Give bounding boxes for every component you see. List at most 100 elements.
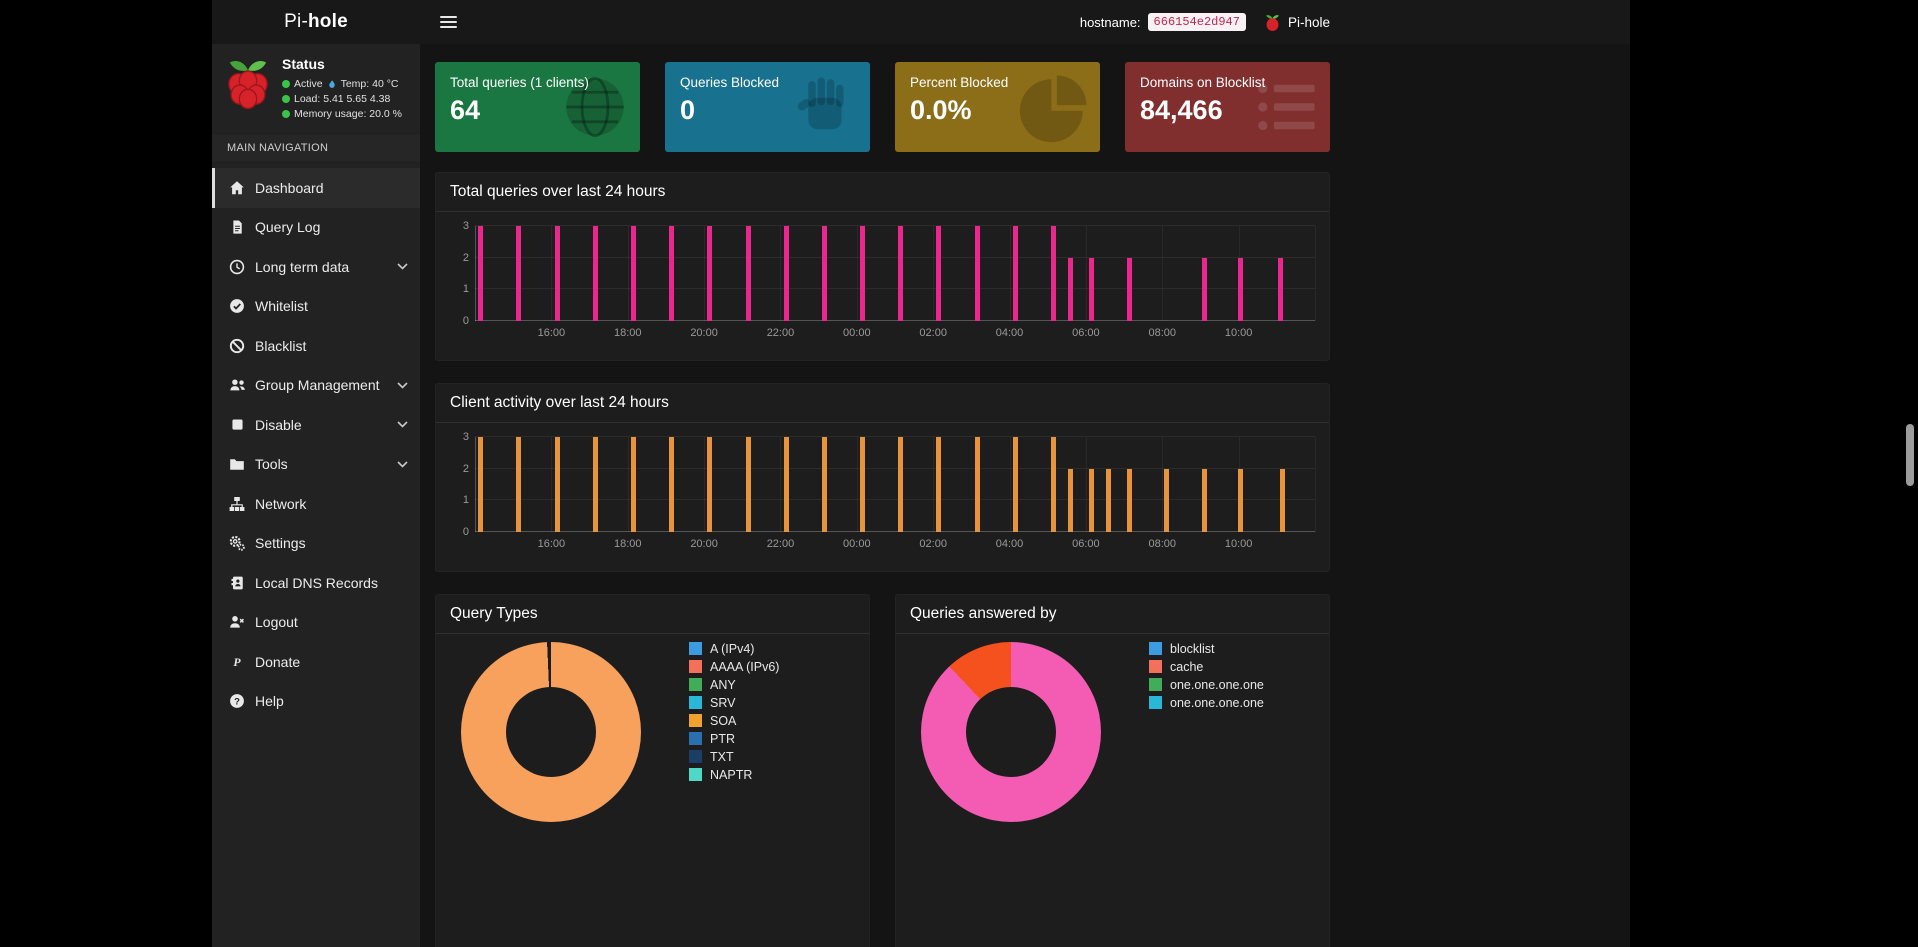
query-bar[interactable]	[516, 226, 522, 321]
query-bar[interactable]	[1089, 468, 1095, 532]
query-bar[interactable]	[630, 437, 636, 532]
legend-item[interactable]: cache	[1149, 660, 1264, 674]
status-info: Status Active Temp: 40 °C Load: 5.41 5.6…	[282, 56, 402, 123]
v-gridline	[1162, 226, 1164, 321]
sidebar-item-disable[interactable]: Disable	[212, 405, 420, 445]
sidebar-item-group-management[interactable]: Group Management	[212, 366, 420, 406]
stat-card-total-queries[interactable]: Total queries (1 clients) 64	[435, 62, 640, 152]
query-bar[interactable]	[1050, 226, 1056, 321]
queries-answered-donut-chart[interactable]	[921, 642, 1101, 822]
y-tick-label: 2	[462, 251, 469, 264]
query-bar[interactable]	[669, 437, 675, 532]
query-bar[interactable]	[554, 226, 560, 321]
query-bar[interactable]	[1278, 257, 1284, 321]
stat-card-percent-blocked[interactable]: Percent Blocked 0.0%	[895, 62, 1100, 152]
legend-item[interactable]: PTR	[689, 732, 779, 746]
legend-item[interactable]: one.one.one.one	[1149, 678, 1264, 692]
query-bar[interactable]	[1201, 257, 1207, 321]
donut-hole	[966, 687, 1056, 777]
legend-item[interactable]: SOA	[689, 714, 779, 728]
query-bar[interactable]	[783, 226, 789, 321]
pihole-app: Pi-hole hostname: 666154e2d947 Pi-hole	[212, 0, 1630, 947]
sidebar-item-settings[interactable]: Settings	[212, 524, 420, 564]
top-navbar: Pi-hole hostname: 666154e2d947 Pi-hole	[212, 0, 1630, 44]
legend-item[interactable]: ANY	[689, 678, 779, 692]
query-bar[interactable]	[974, 226, 980, 321]
query-bar[interactable]	[860, 226, 866, 321]
sidebar-item-whitelist[interactable]: Whitelist	[212, 287, 420, 327]
sidebar-item-tools[interactable]: Tools	[212, 445, 420, 485]
sidebar-item-network[interactable]: Network	[212, 484, 420, 524]
query-bar[interactable]	[745, 437, 751, 532]
query-bar[interactable]	[821, 226, 827, 321]
legend-item[interactable]: A (IPv4)	[689, 642, 779, 656]
query-bar[interactable]	[1280, 468, 1286, 532]
sidebar-item-donate[interactable]: P Donate	[212, 642, 420, 682]
sidebar-item-help[interactable]: ? Help	[212, 682, 420, 722]
query-bar[interactable]	[592, 437, 598, 532]
query-bar[interactable]	[1012, 437, 1018, 532]
sidebar-item-query-log[interactable]: Query Log	[212, 208, 420, 248]
query-bar[interactable]	[1127, 468, 1133, 532]
sidebar-item-dashboard[interactable]: Dashboard	[212, 168, 420, 208]
query-bar[interactable]	[592, 226, 598, 321]
status-temp-label: Temp: 40 °C	[340, 78, 399, 90]
query-bar[interactable]	[1163, 468, 1169, 532]
query-bar[interactable]	[707, 226, 713, 321]
app-logo[interactable]: Pi-hole	[212, 0, 420, 44]
query-bar[interactable]	[1068, 257, 1074, 321]
stat-card-domains-on-blocklist[interactable]: Domains on Blocklist 84,466	[1125, 62, 1330, 152]
query-bar[interactable]	[974, 437, 980, 532]
query-bar[interactable]	[1068, 468, 1074, 532]
sidebar-toggle-button[interactable]	[424, 0, 472, 44]
sidebar-item-long-term-data[interactable]: Long term data	[212, 247, 420, 287]
query-bar[interactable]	[1238, 468, 1244, 532]
legend-item[interactable]: SRV	[689, 696, 779, 710]
scrollbar-thumb[interactable]	[1906, 424, 1914, 486]
query-bar[interactable]	[630, 226, 636, 321]
query-bar[interactable]	[1012, 226, 1018, 321]
query-types-donut-chart[interactable]	[461, 642, 641, 822]
chevron-down-icon	[397, 421, 408, 428]
query-bar[interactable]	[1106, 468, 1112, 532]
legend-item[interactable]: blocklist	[1149, 642, 1264, 656]
legend-item[interactable]: TXT	[689, 750, 779, 764]
legend-item[interactable]: one.one.one.one	[1149, 695, 1264, 710]
query-bar[interactable]	[1050, 437, 1056, 532]
query-bar[interactable]	[821, 437, 827, 532]
query-bar[interactable]	[860, 437, 866, 532]
status-title: Status	[282, 56, 325, 72]
sidebar-item-local-dns-records[interactable]: Local DNS Records	[212, 563, 420, 603]
query-bar[interactable]	[478, 437, 484, 532]
sidebar-item-blacklist[interactable]: Blacklist	[212, 326, 420, 366]
query-bar[interactable]	[1089, 257, 1095, 321]
query-bar[interactable]	[1201, 468, 1207, 532]
stat-card-queries-blocked[interactable]: Queries Blocked 0	[665, 62, 870, 152]
query-bar[interactable]	[936, 437, 942, 532]
query-bar[interactable]	[554, 437, 560, 532]
page-scrollbar[interactable]	[1904, 0, 1917, 947]
y-tick-label: 0	[462, 526, 469, 538]
query-bar[interactable]	[516, 437, 522, 532]
query-bar[interactable]	[707, 437, 713, 532]
v-gridline	[1315, 437, 1316, 532]
legend-label: AAAA (IPv6)	[710, 659, 780, 674]
legend-item[interactable]: AAAA (IPv6)	[689, 659, 780, 674]
legend-item[interactable]: NAPTR	[689, 768, 779, 782]
query-bar[interactable]	[936, 226, 942, 321]
query-bar[interactable]	[898, 437, 904, 532]
query-bar[interactable]	[478, 226, 484, 321]
v-gridline	[475, 226, 476, 321]
legend-label: one.one.one.one	[1170, 695, 1264, 710]
query-bar[interactable]	[783, 437, 789, 532]
queries-answered-legend: blocklist cache one.one.one.one one.one.one…	[1149, 642, 1264, 714]
legend-swatch-icon	[689, 714, 702, 727]
sidebar-item-logout[interactable]: Logout	[212, 603, 420, 643]
query-bar[interactable]	[669, 226, 675, 321]
query-bar[interactable]	[898, 226, 904, 321]
query-bar[interactable]	[1238, 257, 1244, 321]
query-bar[interactable]	[745, 226, 751, 321]
query-bar[interactable]	[1127, 257, 1133, 321]
v-gridline	[551, 226, 553, 321]
status-memory-label: Memory usage: 20.0 %	[294, 108, 402, 120]
